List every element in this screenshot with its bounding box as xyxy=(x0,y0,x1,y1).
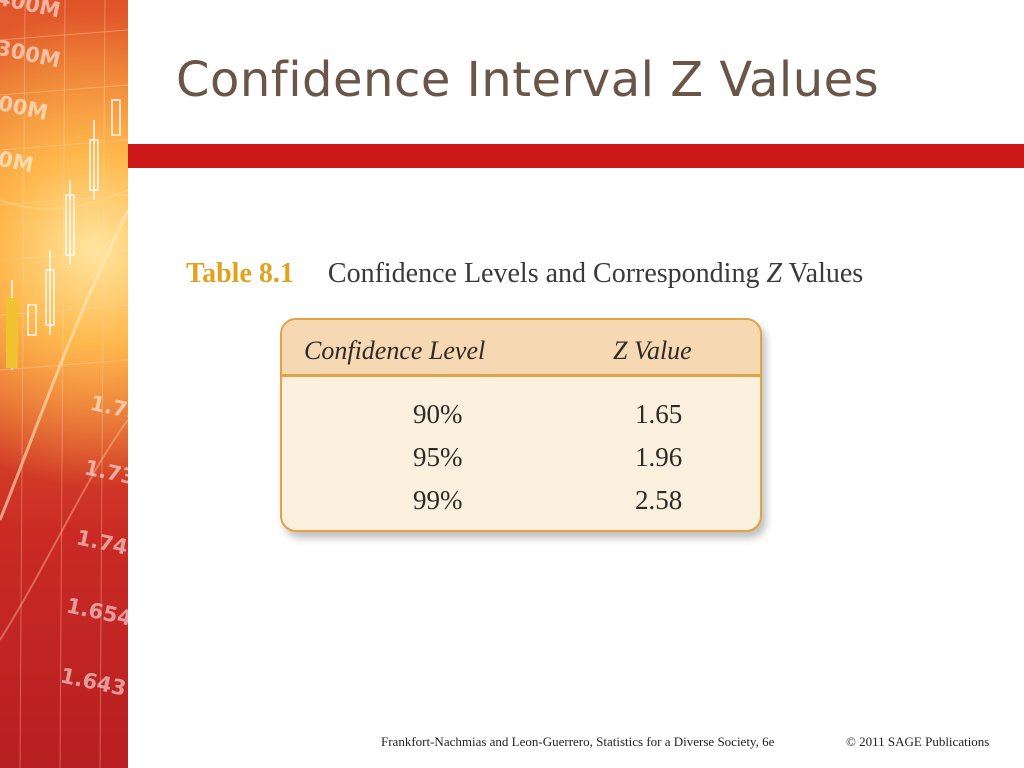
stock-chart-graphic xyxy=(0,0,128,768)
table-row: 90% 1.65 xyxy=(282,399,760,439)
table-header-row: Confidence Level Z Value xyxy=(282,320,760,377)
cell-confidence-level: 90% xyxy=(413,399,463,429)
cell-confidence-level: 95% xyxy=(413,442,463,472)
table-caption-text: Confidence Levels and Corresponding Z Va… xyxy=(328,258,863,289)
cell-z-value: 1.96 xyxy=(635,442,683,472)
caption-text-before: Confidence Levels and Corresponding xyxy=(327,258,767,289)
footer-citation: Frankfort-Nachmias and Leon-Guerrero, St… xyxy=(381,734,775,749)
table-row: 95% 1.96 xyxy=(282,442,760,482)
caption-text-italic: Z xyxy=(766,258,783,289)
header-z-value: Z Value xyxy=(613,336,692,365)
header-confidence-level: Confidence Level xyxy=(304,336,486,365)
table-row: 99% 2.58 xyxy=(282,485,760,525)
footer-copyright: © 2011 SAGE Publications xyxy=(846,734,990,749)
cell-confidence-level: 99% xyxy=(413,485,463,515)
accent-bar xyxy=(128,144,1024,168)
z-values-table: Confidence Level Z Value 90% 1.65 95% 1.… xyxy=(280,318,762,532)
table-caption: Table 8.1 Confidence Levels and Correspon… xyxy=(186,258,863,290)
table-number: Table 8.1 xyxy=(186,258,294,289)
slide-title: Confidence Interval Z Values xyxy=(176,52,880,108)
caption-text-after: Values xyxy=(782,258,864,289)
cell-z-value: 2.58 xyxy=(635,485,683,515)
cell-z-value: 1.65 xyxy=(635,399,683,429)
decorative-stock-image: 400M 300M 00M 0M 1.75 1.734 1.745 1.654 … xyxy=(0,0,128,768)
